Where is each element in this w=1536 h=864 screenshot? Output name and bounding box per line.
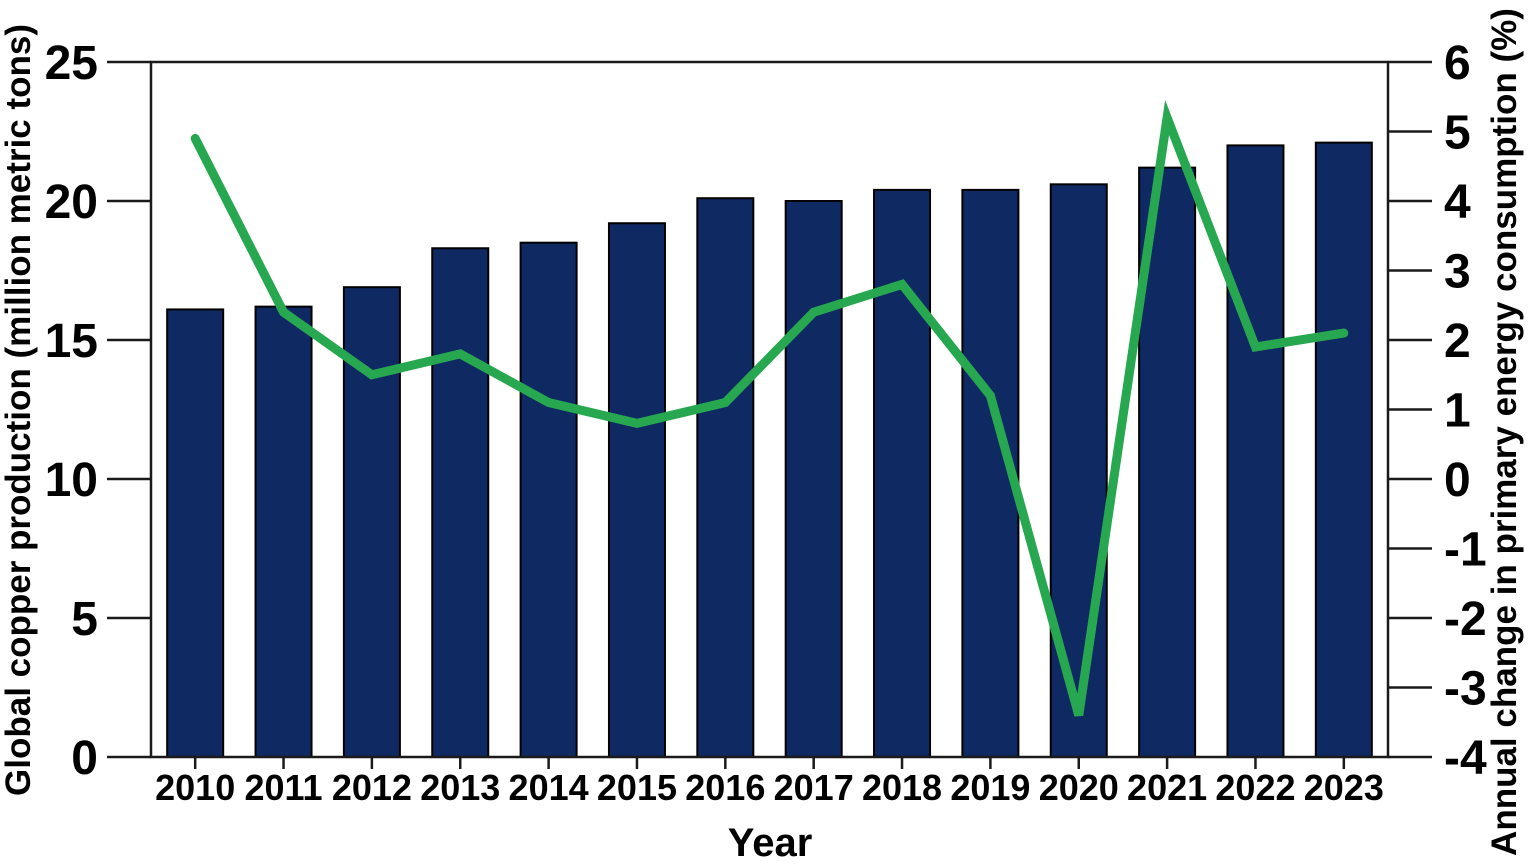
bar-2022	[1226, 144, 1285, 758]
x-tick-label-2014: 2014	[509, 767, 589, 808]
x-tick-label-2022: 2022	[1215, 767, 1295, 808]
x-tick-label-2011: 2011	[244, 767, 322, 808]
right-tick-label: -2	[1444, 593, 1487, 646]
left-tick-label: 20	[45, 176, 98, 229]
x-tick-label-2013: 2013	[420, 767, 500, 808]
x-tick-label-2016: 2016	[685, 767, 765, 808]
right-tick-label: 6	[1444, 37, 1471, 90]
bar-2013	[431, 247, 490, 758]
right-tick-label: 5	[1444, 107, 1471, 160]
x-tick-label-2021: 2021	[1127, 767, 1207, 808]
left-tick-label: 15	[45, 315, 98, 368]
right-tick-label: 3	[1444, 246, 1471, 299]
bar-2017	[784, 200, 843, 758]
left-tick-label: 10	[45, 454, 98, 507]
x-tick-label-2023: 2023	[1304, 767, 1384, 808]
x-tick-label-2012: 2012	[332, 767, 412, 808]
right-tick-label: 1	[1444, 385, 1471, 438]
bar-2020	[1049, 183, 1108, 758]
x-tick-label-2017: 2017	[774, 767, 854, 808]
left-tick-label: 5	[71, 593, 98, 646]
x-tick-label-2020: 2020	[1039, 767, 1119, 808]
bar-2010	[166, 308, 225, 758]
x-axis-title: Year	[728, 821, 813, 864]
bar-2018	[873, 188, 932, 758]
right-tick-label: 0	[1444, 454, 1471, 507]
x-tick-label-2010: 2010	[155, 767, 235, 808]
energy-change-line	[190, 100, 1349, 717]
right-tick-label: -4	[1444, 732, 1487, 785]
left-tick-label: 25	[45, 37, 98, 90]
x-tick-label-2019: 2019	[950, 767, 1030, 808]
right-tick-label: 2	[1444, 315, 1471, 368]
right-tick-label: -3	[1444, 663, 1487, 716]
x-tick-label-2015: 2015	[597, 767, 677, 808]
left-tick-label: 0	[71, 732, 98, 785]
bar-2023	[1314, 141, 1373, 758]
bar-2016	[696, 197, 755, 759]
plot-frame	[149, 60, 1390, 759]
left-axis-title: Global copper production (million metric…	[0, 24, 38, 796]
bar-2015	[607, 222, 666, 759]
x-tick-label-2018: 2018	[862, 767, 942, 808]
right-tick-label: 4	[1444, 176, 1471, 229]
right-tick-label: -1	[1444, 524, 1487, 577]
bar-2011	[254, 305, 313, 758]
bar-2014	[519, 241, 578, 758]
right-axis-title: Annual change in primary energy consumpt…	[1485, 8, 1524, 856]
